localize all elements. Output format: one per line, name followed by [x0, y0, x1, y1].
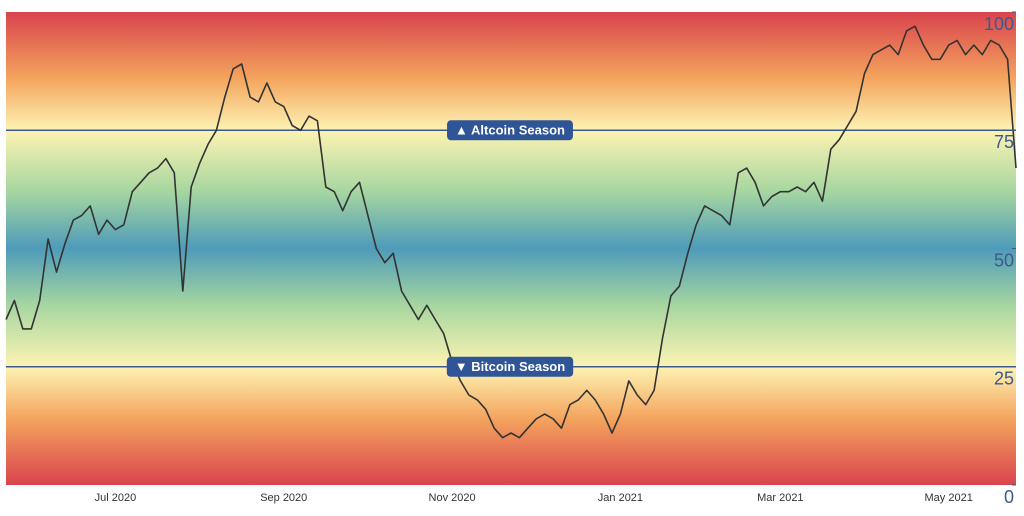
y-tick-label: 25: [994, 369, 1014, 389]
index-line: [5, 25, 1017, 439]
y-tick-label: 0: [1004, 487, 1014, 507]
annotation-label: ▲ Altcoin Season: [455, 123, 565, 138]
annotation: ▲ Altcoin Season: [447, 120, 573, 141]
x-tick-label: Mar 2021: [757, 492, 803, 504]
y-tick-label: 100: [984, 14, 1014, 34]
x-tick-label: Jul 2020: [95, 492, 137, 504]
annotation-box: [447, 120, 573, 141]
y-tick-label: 75: [994, 132, 1014, 152]
annotation-box: [446, 356, 574, 377]
annotation-label: ▼ Bitcoin Season: [455, 359, 565, 374]
annotation: ▼ Bitcoin Season: [446, 356, 574, 377]
x-tick-label: Nov 2020: [429, 492, 476, 504]
plot-background: [6, 12, 1016, 485]
x-tick-label: May 2021: [925, 492, 973, 504]
x-tick-label: Jan 2021: [598, 492, 643, 504]
x-tick-label: Sep 2020: [260, 492, 307, 504]
y-tick-label: 50: [994, 250, 1014, 270]
